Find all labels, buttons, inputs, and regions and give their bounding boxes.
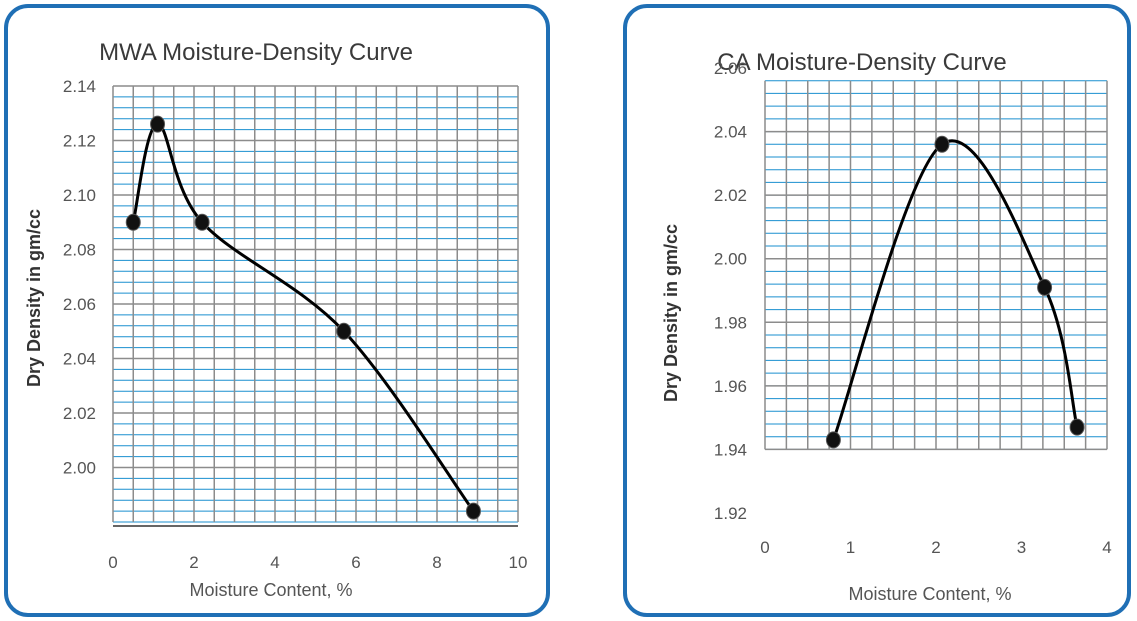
y-tick-label: 2.06 [714,59,747,78]
data-point [125,213,141,231]
series-line [131,122,475,512]
chart-title: CA Moisture-Density Curve [717,49,1006,76]
y-axis-label: Dry Density in gm/cc [661,224,681,402]
y-tick-label: 2.04 [714,123,747,142]
mwa-chart-panel: MWA Moisture-Density Curve Moisture Cont… [4,4,550,617]
series-line [831,139,1079,441]
x-tick-label: 2 [931,538,940,557]
data-point [465,502,481,520]
x-axis-label: Moisture Content, % [189,580,352,600]
x-tick-label: 10 [509,553,528,572]
y-tick-label: 2.00 [63,459,96,478]
mwa-chart: MWA Moisture-Density Curve Moisture Cont… [24,39,528,600]
chart-title: MWA Moisture-Density Curve [99,39,413,66]
data-point [825,431,841,449]
y-tick-label: 2.00 [714,250,747,269]
y-tick-label: 2.14 [63,77,96,96]
data-point [150,115,166,133]
x-tick-label: 0 [760,538,769,557]
data-point [194,213,210,231]
y-axis-label: Dry Density in gm/cc [24,209,44,387]
y-tick-label: 2.04 [63,350,96,369]
data-point [1037,278,1053,296]
y-tick-label: 2.02 [63,404,96,423]
x-tick-label: 1 [846,538,855,557]
y-tick-label: 2.08 [63,241,96,260]
y-tick-label: 2.12 [63,132,96,151]
y-tick-label: 1.96 [714,377,747,396]
data-point [934,135,950,153]
x-tick-label: 3 [1017,538,1026,557]
data-point [336,322,352,340]
x-axis-label: Moisture Content, % [848,584,1011,604]
ca-chart: CA Moisture-Density Curve Moisture Conte… [661,49,1112,604]
y-tick-label: 2.06 [63,295,96,314]
x-tick-label: 2 [189,553,198,572]
y-tick-label: 1.94 [714,440,747,459]
x-tick-label: 4 [270,553,279,572]
y-tick-label: 1.98 [714,313,747,332]
data-point [1069,418,1085,436]
y-tick-label: 2.10 [63,186,96,205]
y-tick-label: 1.92 [714,504,747,523]
ca-chart-panel: CA Moisture-Density Curve Moisture Conte… [623,4,1131,617]
x-tick-label: 4 [1102,538,1111,557]
x-tick-label: 6 [351,553,360,572]
x-tick-label: 8 [432,553,441,572]
x-tick-label: 0 [108,553,117,572]
y-tick-label: 2.02 [714,186,747,205]
